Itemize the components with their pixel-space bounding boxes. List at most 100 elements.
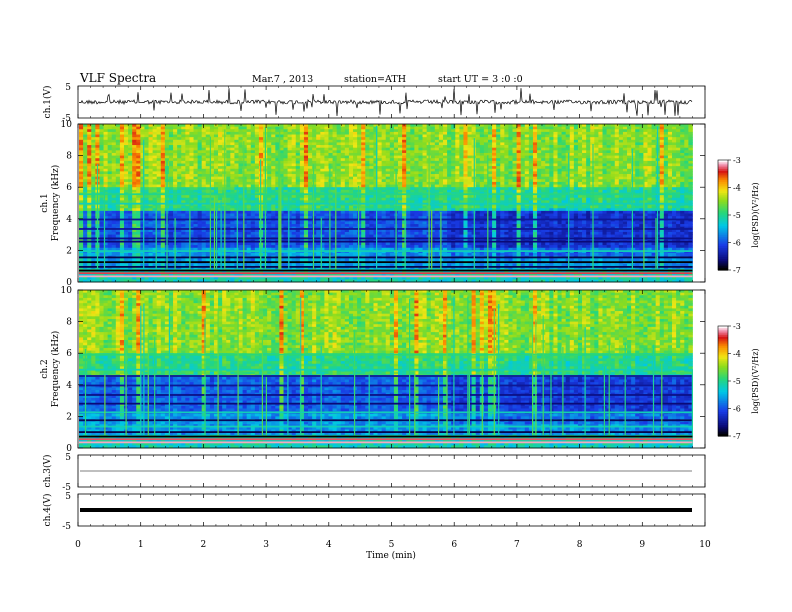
spectrogram-cell — [213, 163, 219, 167]
spectrogram-cell — [663, 208, 669, 212]
spectrogram-cell — [639, 187, 644, 191]
spectrogram-cell — [586, 189, 591, 193]
spectrogram-cell — [508, 142, 513, 146]
spectrogram-cell — [209, 176, 215, 180]
spectrogram-cell — [197, 210, 203, 214]
spectrogram-cell — [614, 129, 620, 133]
spectrogram-cell — [87, 171, 92, 175]
spectrogram-cell — [627, 155, 632, 159]
spectrogram-cell — [606, 171, 612, 175]
spectrogram-cell — [627, 189, 632, 193]
spectrogram-cell — [340, 181, 346, 185]
spectrogram-cell — [209, 195, 215, 199]
spectrogram-cell — [177, 134, 182, 138]
spectrogram-cell — [520, 181, 526, 185]
spectrogram-cell — [418, 142, 423, 146]
spectrogram-cell — [520, 124, 526, 128]
spectrogram-cell — [173, 184, 178, 188]
spectrogram-cell — [242, 134, 248, 138]
spectrogram-cell — [320, 155, 325, 159]
spectrogram-cell — [324, 139, 329, 143]
spectrogram-cell — [267, 155, 272, 159]
spectrogram-cell — [537, 184, 542, 188]
spectrogram-cell — [156, 163, 162, 167]
spectrogram-cell — [524, 166, 530, 170]
spectrogram-cell — [381, 205, 387, 209]
spectrogram-cell — [680, 163, 685, 167]
spectrogram-cell — [398, 147, 403, 151]
spectrogram-cell — [647, 200, 652, 204]
spectrogram-cell — [156, 147, 162, 151]
spectrogram-cell — [516, 147, 522, 151]
spectrogram-cell — [87, 168, 92, 172]
spectrogram-cell — [459, 163, 464, 167]
spectrogram-cell — [524, 195, 530, 199]
spectrogram-cell — [639, 197, 644, 201]
spectrogram-cell — [524, 124, 530, 128]
spectrogram-cell — [651, 124, 657, 128]
spectrogram-cell — [663, 152, 669, 156]
spectrogram-cell — [234, 181, 239, 185]
spectrogram-cell — [254, 131, 260, 135]
spectrogram-cell — [357, 189, 362, 193]
spectrogram-cell — [622, 195, 628, 199]
spectrogram-cell — [541, 184, 546, 188]
spectrogram-cell — [361, 205, 366, 209]
spectrogram-cell — [684, 166, 689, 170]
spectrogram-cell — [136, 195, 141, 199]
spectrogram-cell — [132, 176, 137, 180]
spectrogram-cell — [287, 155, 293, 159]
spectrogram-cell — [160, 131, 166, 135]
spectrogram-cell — [463, 126, 468, 130]
spectrogram-cell — [516, 171, 522, 175]
spectrogram-cell — [152, 210, 158, 214]
spectrogram-cell — [336, 166, 342, 170]
spectrogram-cell — [504, 189, 509, 193]
spectrogram-cell — [610, 160, 616, 164]
spectrogram-cell — [418, 145, 423, 149]
spectrogram-cell — [369, 208, 374, 212]
spectrogram-cell — [140, 124, 145, 128]
spectrogram-cell — [328, 189, 333, 193]
spectrogram-cell — [132, 158, 137, 162]
spectrogram-cell — [144, 205, 149, 209]
spectrogram-cell — [614, 145, 620, 149]
spectrogram-cell — [173, 168, 178, 172]
spectrogram-cell — [177, 171, 182, 175]
spectrogram-cell — [123, 181, 129, 185]
spectrogram-cell — [267, 200, 272, 204]
spectrogram-cell — [242, 158, 248, 162]
spectrogram-cell — [344, 195, 350, 199]
spectrogram-cell — [684, 126, 689, 130]
spectrogram-cell — [320, 142, 325, 146]
spectrogram-cell — [254, 184, 260, 188]
spectrogram-cell — [144, 131, 149, 135]
spectrogram-cell — [643, 142, 648, 146]
spectrogram-cell — [622, 124, 628, 128]
spectrogram-cell — [238, 176, 243, 180]
spectrogram-cell — [365, 155, 370, 159]
spectrogram-cell — [676, 155, 681, 159]
spectrogram-cell — [496, 134, 501, 138]
spectrogram-cell — [168, 145, 174, 149]
spectrogram-cell — [115, 208, 121, 212]
spectrogram-cell — [291, 179, 297, 183]
spectrogram-cell — [344, 171, 350, 175]
spectrogram-cell — [91, 150, 96, 154]
spectrogram-cell — [303, 131, 309, 135]
spectrogram-cell — [414, 168, 419, 172]
spectrogram-cell — [532, 131, 538, 135]
spectrogram-cell — [504, 197, 509, 201]
spectrogram-cell — [177, 150, 182, 154]
spectrogram-cell — [393, 158, 399, 162]
spectrogram-cell — [218, 197, 223, 201]
spectrogram-cell — [504, 187, 509, 191]
spectrogram-cell — [430, 129, 436, 133]
spectrogram-cell — [87, 131, 92, 135]
spectrogram-cell — [275, 176, 280, 180]
spectrogram-cell — [463, 168, 468, 172]
spectrogram-cell — [569, 142, 575, 146]
spectrogram-cell — [373, 152, 378, 156]
spectrogram-cell — [647, 168, 652, 172]
spectrogram-cell — [197, 179, 203, 183]
